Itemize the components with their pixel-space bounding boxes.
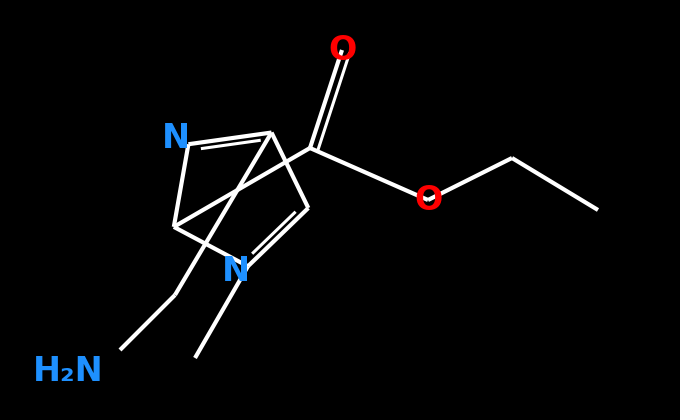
Text: H₂N: H₂N: [33, 355, 103, 388]
Text: N: N: [222, 255, 250, 288]
Text: N: N: [162, 122, 190, 155]
Text: O: O: [328, 34, 356, 66]
Text: O: O: [414, 184, 442, 216]
